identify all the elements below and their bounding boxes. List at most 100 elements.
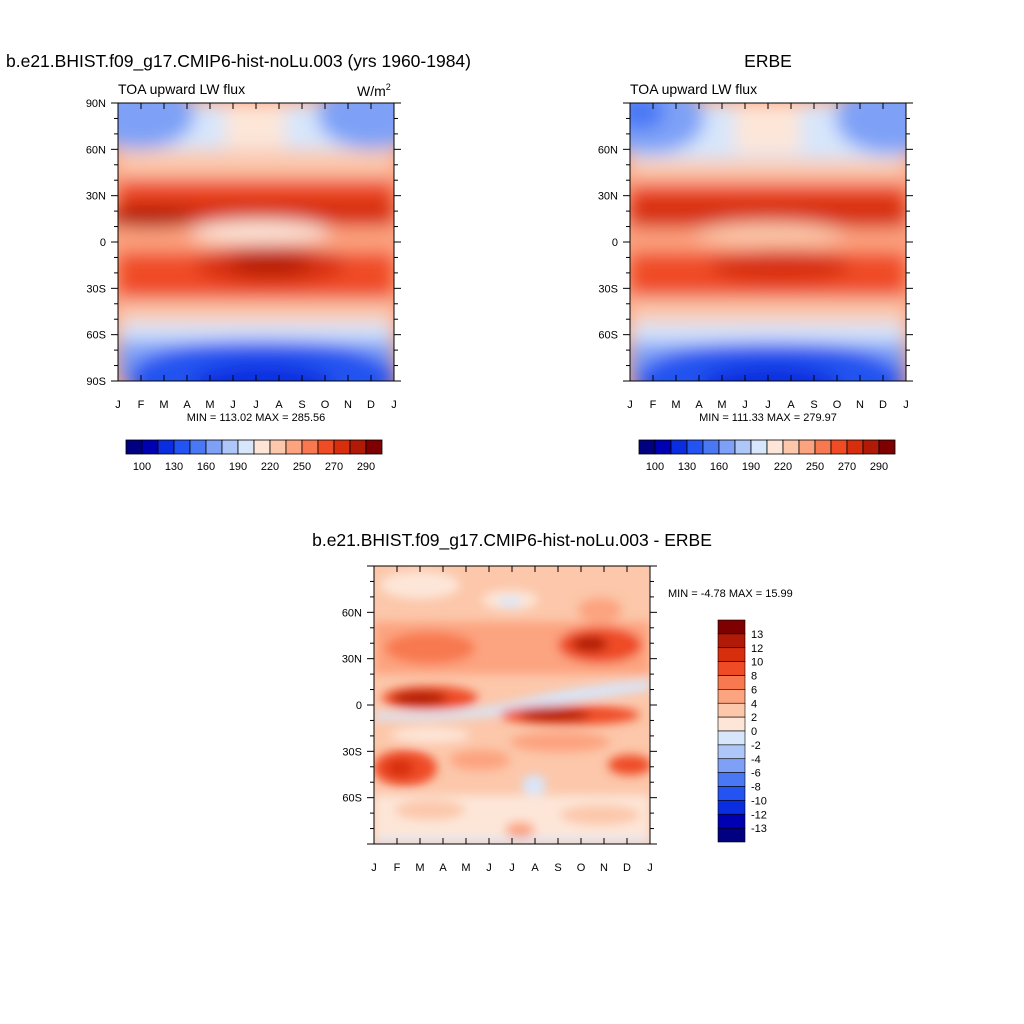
colorbar-swatch: [717, 702, 746, 718]
colorbar-swatch: [878, 439, 896, 455]
colorbar-swatch: [766, 439, 784, 455]
y-tick-label: 60S: [342, 793, 362, 805]
y-tick-label: 60N: [342, 607, 362, 619]
colorbar-swatch: [317, 439, 335, 455]
x-tick-label: A: [439, 862, 447, 874]
x-tick-label: J: [742, 399, 748, 411]
y-tick-label: 30S: [342, 746, 362, 758]
panel-erbe-subtitle: TOA upward LW flux: [630, 81, 757, 97]
colorbar-swatch: [717, 716, 746, 732]
y-tick-label: 60S: [598, 330, 618, 342]
x-tick-label: J: [627, 399, 633, 411]
panel-model-title: b.e21.BHIST.f09_g17.CMIP6-hist-noLu.003 …: [6, 51, 471, 72]
x-tick-label: A: [531, 862, 539, 874]
colorbar-label: -12: [751, 809, 767, 821]
x-tick-label: O: [321, 399, 330, 411]
colorbar-swatch: [798, 439, 816, 455]
y-tick-label: 90S: [86, 376, 106, 388]
model-y-tick-labels: 90N 60N 30N 0 30S 60S 90S: [86, 98, 106, 388]
y-tick-label: 60S: [86, 330, 106, 342]
colorbar-swatch: [717, 730, 746, 746]
colorbar-label: 130: [165, 461, 183, 473]
colorbar-swatch: [717, 813, 746, 829]
colorbar-swatch: [638, 439, 656, 455]
colorbar-swatch: [717, 675, 746, 690]
x-tick-label: J: [765, 399, 771, 411]
colorbar-label: -13: [751, 823, 767, 835]
colorbar-swatch: [846, 439, 864, 455]
x-tick-label: M: [671, 399, 680, 411]
colorbar-label: 250: [806, 461, 824, 473]
x-tick-label: F: [394, 862, 401, 874]
colorbar-swatch: [365, 439, 383, 455]
colorbar-swatch: [269, 439, 287, 455]
panel-diff: b.e21.BHIST.f09_g17.CMIP6-hist-noLu.003 …: [312, 530, 793, 874]
x-tick-label: F: [650, 399, 657, 411]
x-tick-label: M: [717, 399, 726, 411]
y-tick-label: 30S: [598, 283, 618, 295]
colorbar-label: 100: [646, 461, 664, 473]
colorbar-swatch: [670, 439, 688, 455]
colorbar-swatch: [125, 439, 143, 455]
colorbar-label: 290: [870, 461, 888, 473]
colorbar-label: 2: [751, 712, 757, 724]
colorbar-swatch: [717, 619, 746, 635]
y-tick-label: 30N: [86, 191, 106, 203]
y-tick-label: 60N: [86, 144, 106, 156]
colorbar-label: 220: [774, 461, 792, 473]
colorbar-swatch: [333, 439, 351, 455]
x-tick-label: J: [903, 399, 909, 411]
colorbar-label: -4: [751, 754, 761, 766]
colorbar-label: 100: [133, 461, 151, 473]
x-tick-label: D: [623, 862, 631, 874]
colorbar-swatch: [830, 439, 848, 455]
panel-erbe: ERBE TOA upward LW flux: [598, 51, 913, 473]
y-tick-label: 60N: [598, 144, 618, 156]
panel-model: b.e21.BHIST.f09_g17.CMIP6-hist-noLu.003 …: [6, 51, 471, 473]
y-tick-label: 0: [612, 237, 618, 249]
colorbar-swatch: [141, 439, 159, 455]
x-tick-label: A: [183, 399, 191, 411]
colorbar-swatch: [717, 647, 746, 662]
erbe-colorbar: 100 130 160 190 220 250 270 290: [638, 439, 896, 473]
colorbar-label: 4: [751, 698, 757, 710]
colorbar-swatch: [285, 439, 303, 455]
y-tick-label: 0: [100, 237, 106, 249]
colorbar-label: 6: [751, 684, 757, 696]
colorbar-swatch: [349, 439, 367, 455]
colorbar-label: 270: [325, 461, 343, 473]
x-tick-label: J: [371, 862, 377, 874]
colorbar-swatch: [814, 439, 832, 455]
colorbar-swatch: [173, 439, 191, 455]
x-tick-label: O: [577, 862, 586, 874]
colorbar-swatch: [189, 439, 207, 455]
x-tick-label: A: [787, 399, 795, 411]
colorbar-label: 13: [751, 629, 763, 641]
y-tick-label: 90N: [86, 98, 106, 110]
model-ticks: [111, 102, 401, 382]
x-tick-label: J: [509, 862, 515, 874]
diff-colorbar: 13 12 10 86 4 2 0 -2 -4 -6 -8-10 -12 -13: [717, 619, 767, 843]
colorbar-label: 12: [751, 643, 763, 655]
panel-erbe-stats: MIN = 111.33 MAX = 279.97: [699, 412, 837, 424]
x-tick-label: J: [115, 399, 121, 411]
x-tick-label: N: [344, 399, 352, 411]
colorbar-swatch: [205, 439, 223, 455]
model-heatmap: [118, 103, 394, 381]
x-tick-label: A: [695, 399, 703, 411]
x-tick-label: S: [810, 399, 817, 411]
colorbar-swatch: [718, 439, 736, 455]
x-tick-label: M: [461, 862, 470, 874]
colorbar-swatch: [654, 439, 672, 455]
y-tick-label: 30N: [598, 191, 618, 203]
colorbar-label: 8: [751, 671, 757, 683]
colorbar-swatch: [686, 439, 704, 455]
colorbar-swatch: [157, 439, 175, 455]
colorbar-label: 160: [197, 461, 215, 473]
x-tick-label: S: [298, 399, 305, 411]
x-tick-label: N: [856, 399, 864, 411]
panel-model-subtitle: TOA upward LW flux: [118, 81, 245, 97]
colorbar-swatch: [750, 439, 768, 455]
x-tick-label: J: [486, 862, 492, 874]
